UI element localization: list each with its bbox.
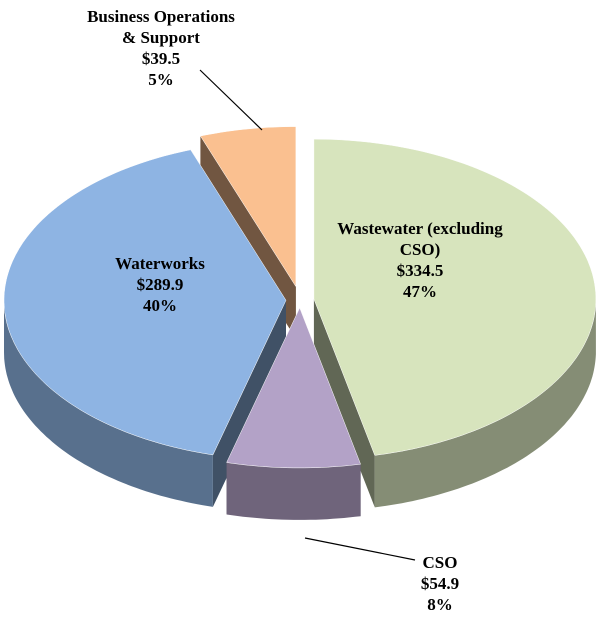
category-label: Waterworks (115, 254, 205, 273)
slice-label: CSO $54.9 8% (380, 552, 500, 615)
slice (313, 138, 597, 456)
category-label: Business Operations & Support (87, 7, 235, 47)
category-label: CSO (422, 553, 458, 572)
percent-label: 40% (143, 296, 177, 315)
value-label: $39.5 (141, 49, 181, 68)
slices (3, 126, 597, 520)
category-label: Wastewater (excluding CSO) (337, 219, 503, 259)
value-label: $54.9 (420, 574, 460, 593)
percent-label: 8% (427, 595, 453, 614)
leader-line (199, 69, 263, 131)
slice-wall (374, 299, 596, 508)
slice-wall (226, 462, 361, 520)
value-label: $289.9 (136, 275, 184, 294)
percent-label: 47% (403, 282, 437, 301)
value-label: $334.5 (396, 261, 444, 280)
slice-label: Waterworks $289.9 40% (100, 253, 220, 316)
slice (199, 126, 297, 288)
slice-label: Wastewater (excluding CSO) $334.5 47% (330, 218, 510, 302)
slice-wall (4, 300, 213, 507)
slice (3, 149, 287, 456)
leader-line (304, 537, 416, 561)
slice-label: Business Operations & Support $39.5 5% (86, 6, 236, 90)
percent-label: 5% (148, 70, 174, 89)
slice (226, 307, 361, 469)
slice-side (313, 299, 375, 508)
